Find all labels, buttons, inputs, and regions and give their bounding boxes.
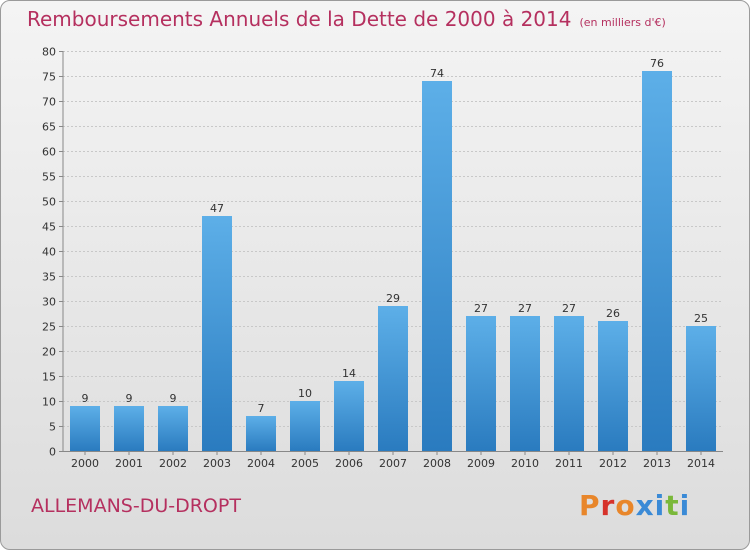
bar-2014: [686, 326, 716, 451]
logo-letter: i: [679, 489, 691, 522]
x-tick-label-2006: 2006: [335, 457, 363, 470]
x-tick-label-2012: 2012: [599, 457, 627, 470]
data-label-2009: 27: [474, 302, 488, 315]
data-label-2001: 9: [126, 392, 133, 405]
y-tick-label: 5: [49, 421, 56, 434]
commune-name: ALLEMANS-DU-DROPT: [31, 495, 241, 517]
x-tick-label-2009: 2009: [467, 457, 495, 470]
y-tick-label: 0: [49, 446, 56, 459]
data-label-2000: 9: [82, 392, 89, 405]
bars: 9 9 9 47 7 10 14 29 74 27 27 27 26 76 25: [70, 57, 716, 451]
y-tick-label: 55: [42, 171, 56, 184]
chart-title: Remboursements Annuels de la Dette de 20…: [27, 7, 666, 31]
data-label-2010: 27: [518, 302, 532, 315]
bar-2011: [554, 316, 584, 451]
y-tick-label: 50: [42, 196, 56, 209]
data-label-2006: 14: [342, 367, 356, 380]
x-tick-label-2004: 2004: [247, 457, 275, 470]
logo-letter: P: [579, 489, 601, 522]
x-tick-label-2000: 2000: [71, 457, 99, 470]
bar-2008: [422, 81, 452, 451]
logo-letter: r: [600, 489, 616, 522]
y-tick-label: 70: [42, 96, 56, 109]
chart-title-text: Remboursements Annuels de la Dette de 20…: [27, 7, 572, 31]
x-tick-label-2007: 2007: [379, 457, 407, 470]
bar-2007: [378, 306, 408, 451]
y-tick-label: 25: [42, 321, 56, 334]
logo-letter: o: [615, 489, 636, 522]
data-label-2007: 29: [386, 292, 400, 305]
bar-2012: [598, 321, 628, 451]
data-label-2014: 25: [694, 312, 708, 325]
logo-letter: t: [665, 489, 680, 522]
data-label-2012: 26: [606, 307, 620, 320]
bar-2003: [202, 216, 232, 451]
y-tick-label: 40: [42, 246, 56, 259]
y-tick-label: 10: [42, 396, 56, 409]
y-tick-label: 35: [42, 271, 56, 284]
x-tick-label-2001: 2001: [115, 457, 143, 470]
y-tick-label: 30: [42, 296, 56, 309]
y-axis: 0 5 10 15 20 25 30 35 40 45 50 55 60 65 70 75 80: [42, 46, 64, 459]
data-label-2003: 47: [210, 202, 224, 215]
data-label-2004: 7: [258, 402, 265, 415]
x-tick-label-2003: 2003: [203, 457, 231, 470]
data-label-2013: 76: [650, 57, 664, 70]
bar-2001: [114, 406, 144, 451]
bar-2000: [70, 406, 100, 451]
x-tick-label-2011: 2011: [555, 457, 583, 470]
x-tick-label-2008: 2008: [423, 457, 451, 470]
y-tick-label: 60: [42, 146, 56, 159]
bar-2002: [158, 406, 188, 451]
bar-2009: [466, 316, 496, 451]
x-tick-label-2010: 2010: [511, 457, 539, 470]
bar-2006: [334, 381, 364, 451]
y-tick-label: 20: [42, 346, 56, 359]
chart-unit-note: (en milliers d'€): [579, 16, 666, 29]
bar-2005: [290, 401, 320, 451]
logo-letter: i: [654, 489, 666, 522]
bar-2013: [642, 71, 672, 451]
y-tick-label: 45: [42, 221, 56, 234]
x-tick-label-2005: 2005: [291, 457, 319, 470]
x-axis: 2000 2001 2002 2003 2004 2005 2006 2007 2008 2009…: [63, 451, 723, 470]
y-tick-label: 75: [42, 71, 56, 84]
x-tick-label-2014: 2014: [687, 457, 715, 470]
data-label-2008: 74: [430, 67, 444, 80]
data-label-2011: 27: [562, 302, 576, 315]
data-label-2002: 9: [170, 392, 177, 405]
proxiti-logo: Proxiti: [579, 489, 690, 522]
y-tick-label: 65: [42, 121, 56, 134]
data-label-2005: 10: [298, 387, 312, 400]
y-tick-label: 15: [42, 371, 56, 384]
logo-letter: x: [635, 489, 655, 522]
y-tick-label: 80: [42, 46, 56, 59]
x-tick-label-2002: 2002: [159, 457, 187, 470]
bar-2010: [510, 316, 540, 451]
x-tick-label-2013: 2013: [643, 457, 671, 470]
bar-2004: [246, 416, 276, 451]
